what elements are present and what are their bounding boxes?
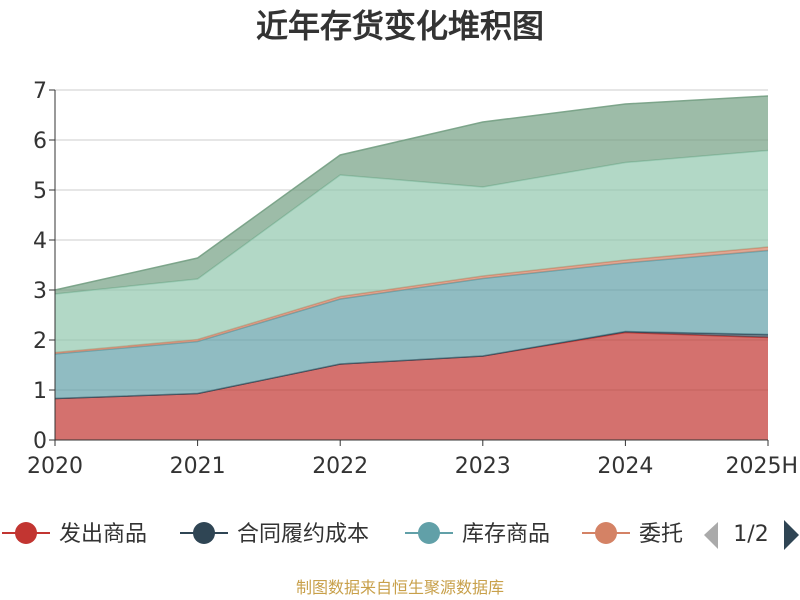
legend-item[interactable]: 库存商品: [405, 522, 550, 547]
legend-prev-arrow-icon[interactable]: [704, 522, 718, 549]
y-tick-label: 0: [33, 429, 47, 454]
legend-page-indicator: 1/2: [733, 522, 768, 547]
area-3: [55, 250, 768, 399]
y-tick-label: 4: [33, 229, 47, 254]
legend-marker: [193, 522, 215, 544]
y-tick-label: 5: [33, 179, 47, 204]
legend-item[interactable]: 合同履约成本: [180, 522, 369, 547]
x-tick-label: 2023: [455, 454, 511, 479]
y-tick-label: 7: [33, 79, 47, 104]
area-series: [54, 95, 769, 440]
legend-marker: [595, 522, 617, 544]
legend[interactable]: 发出商品 合同履约成本 库存商品 委托 1/2: [2, 520, 799, 550]
axes: 0 1 2 3 4 5 6 7 2020 2021 2022 2023 2024 2025H: [27, 79, 798, 479]
legend-item[interactable]: 发出商品: [2, 522, 147, 547]
y-tick-label: 6: [33, 129, 47, 154]
x-tick-label: 2021: [170, 454, 226, 479]
x-tick-label: 2022: [312, 454, 368, 479]
y-tick-label: 3: [33, 279, 47, 304]
legend-next-arrow-icon[interactable]: [784, 520, 799, 550]
legend-label: 发出商品: [59, 522, 147, 547]
chart-title: 近年存货变化堆积图: [256, 7, 544, 45]
y-axis-label: 亿元: [0, 98, 1, 134]
area-line-6: [54, 95, 769, 291]
x-tick-label: 2020: [27, 454, 83, 479]
y-tick-label: 1: [33, 379, 47, 404]
legend-item[interactable]: 委托: [582, 522, 683, 547]
y-tick-label: 2: [33, 329, 47, 354]
legend-label: 委托: [639, 522, 683, 547]
legend-label: 库存商品: [462, 522, 550, 547]
area-6: [55, 96, 768, 294]
data-source-note: 制图数据来自恒生聚源数据库: [296, 578, 504, 597]
legend-marker: [418, 522, 440, 544]
legend-label: 合同履约成本: [237, 522, 369, 547]
x-tick-label: 2025H: [725, 454, 798, 479]
x-tick-label: 2024: [597, 454, 653, 479]
area-1: [55, 332, 768, 440]
legend-marker: [15, 522, 37, 544]
area-5: [55, 150, 768, 353]
